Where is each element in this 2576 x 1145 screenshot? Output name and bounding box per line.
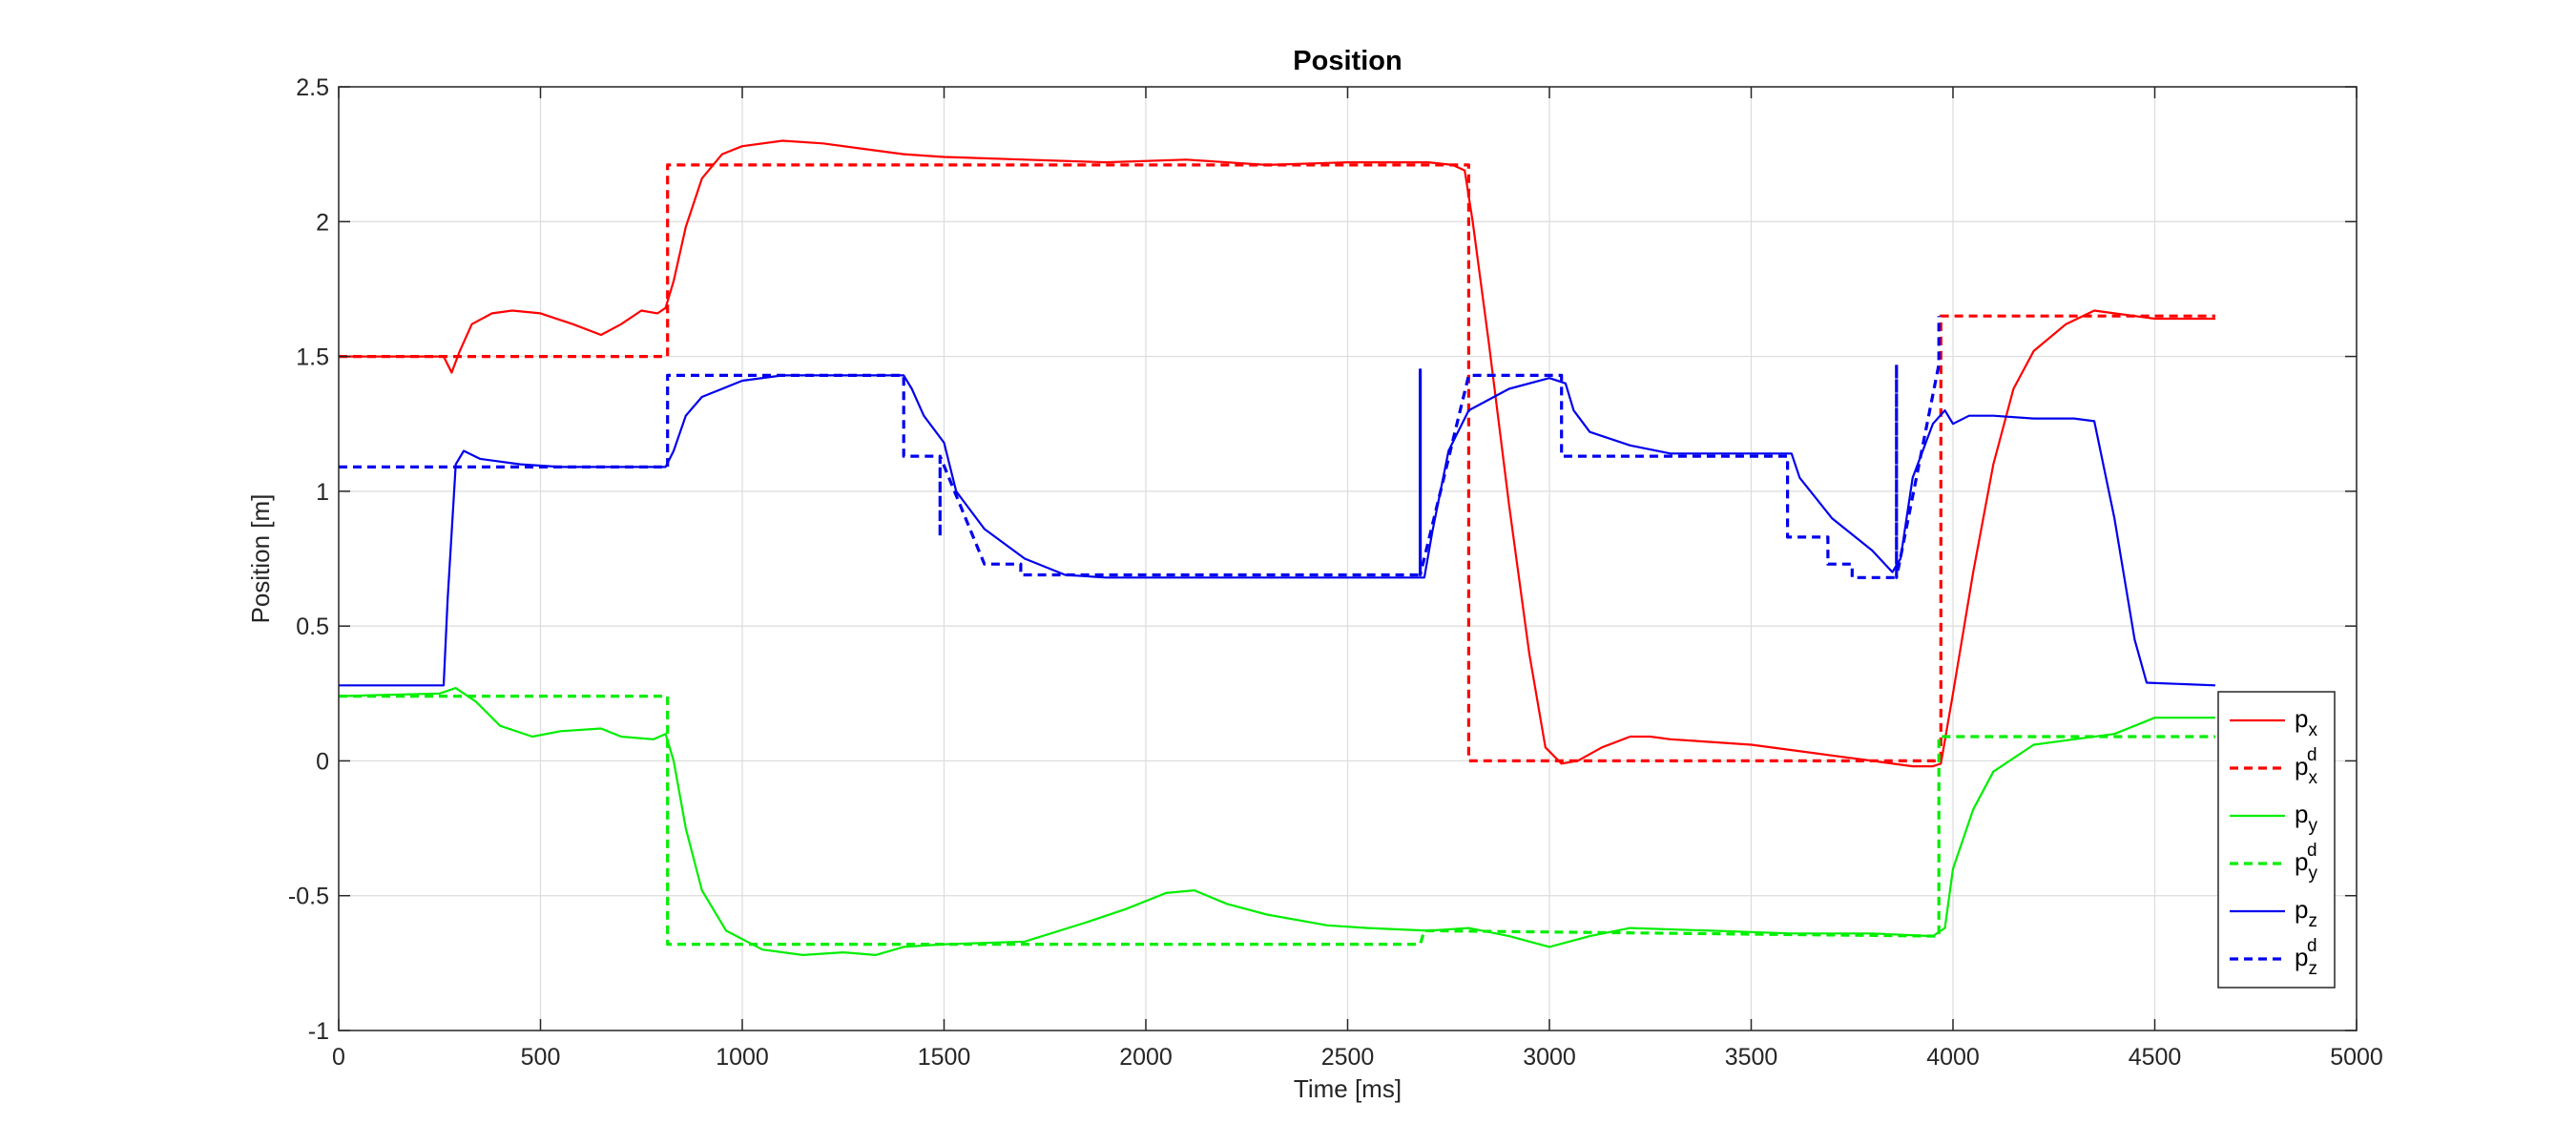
- y-tick-label: -0.5: [288, 884, 329, 910]
- legend-label: pz: [2295, 895, 2317, 931]
- legend-label: px: [2295, 704, 2317, 740]
- x-tick-label: 4500: [2129, 1044, 2182, 1071]
- y-tick-label: 0.5: [296, 614, 329, 640]
- x-tick-label: 2000: [1119, 1044, 1173, 1071]
- y-tick-label: 2: [316, 209, 329, 236]
- x-tick-label: 0: [332, 1044, 345, 1071]
- y-tick-label: -1: [308, 1018, 329, 1045]
- x-tick-label: 3000: [1523, 1044, 1576, 1071]
- series-line-z-desired: [339, 316, 1941, 579]
- legend-label: pyd: [2295, 841, 2317, 884]
- legend-label: pzd: [2295, 936, 2317, 979]
- legend-label: pxd: [2295, 745, 2317, 788]
- series-lines: [338, 139, 2215, 957]
- x-tick-label: 1500: [918, 1044, 971, 1071]
- x-tick-label: 500: [521, 1044, 561, 1071]
- x-axis-label: Time [ms]: [1294, 1074, 1402, 1103]
- y-tick-label: 2.5: [296, 74, 329, 101]
- x-tick-label: 1000: [716, 1044, 769, 1071]
- y-axis-label: Position [m]: [246, 494, 275, 624]
- series-line-y-desired: [339, 694, 2215, 947]
- series-line-x-desired: [339, 163, 2215, 763]
- legend: px pxd py pyd pz pzd: [2217, 691, 2336, 989]
- y-tick-label: 1.5: [296, 344, 329, 371]
- x-tick-label: 2500: [1321, 1044, 1375, 1071]
- chart-title: Position: [1293, 46, 1402, 76]
- x-tick-label: 4000: [1926, 1044, 1980, 1071]
- legend-label: py: [2295, 800, 2317, 836]
- x-tick-label: 5000: [2330, 1044, 2383, 1071]
- legend-box: [2217, 691, 2336, 989]
- y-tick-label: 0: [316, 748, 329, 775]
- tick-marks: [338, 86, 2358, 1031]
- x-tick-label: 3500: [1725, 1044, 1778, 1071]
- series-line-y: [338, 686, 2215, 957]
- y-tick-label: 1: [316, 479, 329, 506]
- tick-labels: 0 500 1000 1500 2000 2500 3000 3500 4000 4500 5000…: [288, 74, 2383, 1071]
